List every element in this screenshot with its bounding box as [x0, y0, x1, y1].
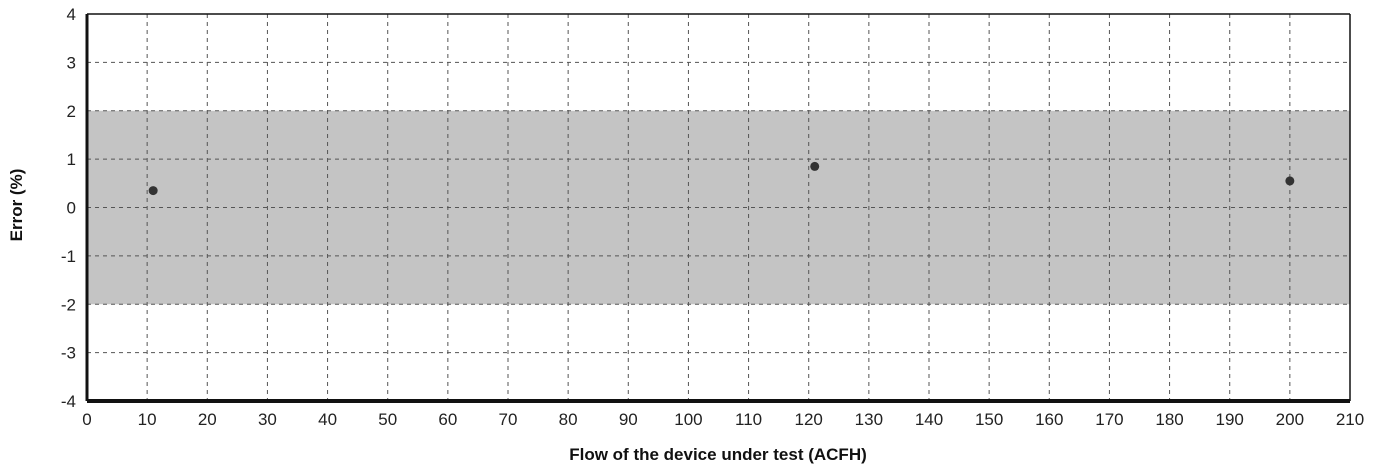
y-tick-label: -4: [61, 392, 76, 411]
x-tick-label: 100: [674, 410, 702, 429]
x-tick-label: 110: [735, 410, 762, 429]
y-tick-label: 0: [67, 199, 76, 218]
x-axis-title: Flow of the device under test (ACFH): [569, 445, 867, 464]
data-point: [810, 161, 820, 171]
x-tick-label: 200: [1276, 410, 1304, 429]
x-tick-label: 180: [1155, 410, 1183, 429]
y-tick-label: 2: [67, 102, 76, 121]
x-tick-label: 80: [559, 410, 578, 429]
x-tick-label: 30: [258, 410, 277, 429]
x-tick-label: 120: [795, 410, 823, 429]
y-tick-label: -3: [61, 344, 76, 363]
y-tick-label: 3: [67, 53, 76, 72]
y-axis-title: Error (%): [7, 169, 26, 242]
x-tick-label: 70: [499, 410, 518, 429]
x-tick-label: 130: [855, 410, 883, 429]
x-tick-label: 90: [619, 410, 638, 429]
y-tick-label: -2: [61, 295, 76, 314]
y-tick-label: -1: [61, 247, 76, 266]
x-tick-label: 190: [1216, 410, 1244, 429]
x-tick-label: 210: [1336, 410, 1364, 429]
x-tick-label: 170: [1095, 410, 1123, 429]
x-tick-label: 50: [378, 410, 397, 429]
x-tick-label: 10: [138, 410, 157, 429]
x-tick-label: 60: [438, 410, 457, 429]
y-tick-label: 4: [67, 5, 76, 24]
x-tick-label: 40: [318, 410, 337, 429]
x-tick-label: 20: [198, 410, 217, 429]
x-tick-label: 140: [915, 410, 943, 429]
x-tick-label: 150: [975, 410, 1003, 429]
data-point: [148, 186, 158, 196]
x-tick-label: 160: [1035, 410, 1063, 429]
data-point: [1285, 176, 1295, 186]
y-tick-label: 1: [67, 150, 76, 169]
x-tick-label: 0: [82, 410, 91, 429]
